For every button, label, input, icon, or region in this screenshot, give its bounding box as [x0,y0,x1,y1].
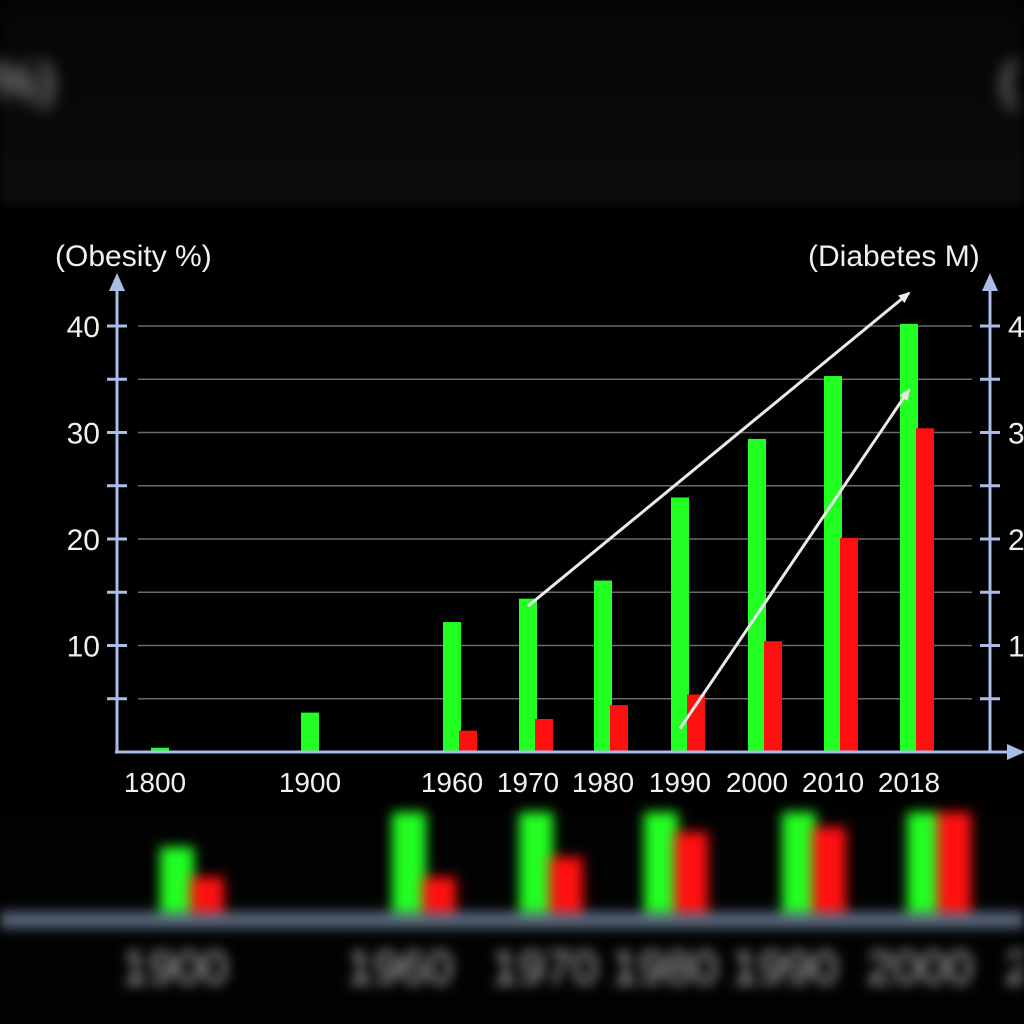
bar-red-1980 [610,705,628,752]
left-tick-label: 10 [67,631,100,664]
left-axis-label: (Obesity %) [55,240,212,273]
bar-red-1970 [535,718,553,752]
reflection-bar-green [519,812,553,917]
x-tick-label-1980: 1980 [572,767,634,798]
bar-green-1980 [594,580,612,752]
left-tick-label: 40 [67,311,100,344]
bar-green-1960 [443,622,461,752]
bar-red-2018 [916,428,934,752]
reflection-label: 1900 [122,942,229,995]
blurred-reflection: 1900 1960 1970 1980 1990 2000 2 [0,812,1024,1024]
bar-green-1990 [671,497,689,752]
right-axis-label: (Diabetes M) [808,240,980,273]
bar-green-1800 [151,747,169,752]
bar-green-1970 [519,598,537,752]
blurred-right-glyph: ( [1000,51,1018,111]
bar-green-2010 [824,376,842,752]
trend-arrow-1 [527,291,911,608]
trend-arrow-2 [678,388,911,730]
right-tick-label: 4 [1008,311,1024,344]
bar-red-1990 [687,694,705,752]
bar-red-2010 [840,537,858,752]
bar-green-2000 [748,438,766,752]
left-tick-label: 20 [67,524,100,557]
right-tick-label: 2 [1008,524,1024,557]
reflection-bar-green [160,847,194,917]
x-tick-label-1970: 1970 [497,767,559,798]
reflection-bar-green [392,812,426,917]
reflection-label: 2 [1005,942,1024,995]
reflection-label: 1980 [612,942,719,995]
x-tick-label-2010: 2010 [802,767,864,798]
reflection-bar-red [549,857,583,917]
reflection-graphic: 1900 1960 1970 1980 1990 2000 2 [0,812,1024,995]
reflection-bar-red [937,812,971,917]
reflection-bar-red [190,877,224,917]
x-tick-label-1800: 1800 [124,767,186,798]
x-tick-label-1900: 1900 [279,767,341,798]
reflection-bar-green [782,812,816,917]
right-tick-label: 3 [1008,418,1024,451]
bar-green-1900 [301,712,319,752]
reflection-bar-green [907,812,941,917]
bar-red-1960 [459,730,477,752]
reflection-bar-red [422,877,456,917]
reflection-bar-red [674,832,708,917]
x-tick-label-1960: 1960 [421,767,483,798]
right-tick-label: 1 [1008,631,1024,664]
reflection-label: 2000 [867,942,974,995]
reflection-label: 1960 [347,942,454,995]
x-tick-label-2000: 2000 [726,767,788,798]
x-tick-label-2018: 2018 [878,767,940,798]
blurred-header-band: %) ( [0,0,1024,205]
reflection-bar-red [812,827,846,917]
bar-red-2000 [764,641,782,752]
bar-green-2018 [900,323,918,752]
reflection-axis [0,912,1024,928]
reflection-label: 1970 [492,942,599,995]
reflection-label: 1990 [732,942,839,995]
x-tick-label-1990: 1990 [649,767,711,798]
blurred-left-glyph: %) [0,51,56,111]
left-tick-label: 30 [67,418,100,451]
reflection-bar-green [644,812,678,917]
